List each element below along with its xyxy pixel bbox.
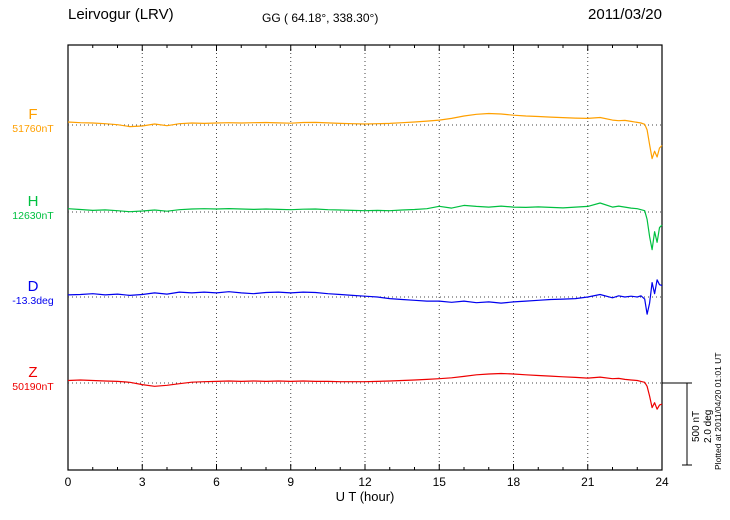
series-baseline-value-Z: 50190nT (12, 381, 54, 394)
series-letter-Z: Z (28, 364, 38, 381)
series-letter-D: D (27, 278, 39, 295)
plotted-at-label: Plotted at 2011/04/20 01:01 UT (713, 352, 723, 470)
series-baseline-value-H: 12630nT (12, 210, 54, 223)
x-tick-label: 9 (287, 475, 294, 489)
x-tick-label: 15 (433, 475, 447, 489)
x-tick-label: 24 (655, 475, 669, 489)
x-tick-label: 0 (65, 475, 72, 489)
x-tick-label: 12 (358, 475, 372, 489)
series-letter-F: F (28, 106, 38, 123)
trace-Z (67, 372, 663, 410)
trace-F (67, 112, 663, 160)
x-tick-label: 6 (213, 475, 220, 489)
x-tick-label: 3 (139, 475, 146, 489)
series-label-F: F 51760nT (4, 106, 62, 135)
series-baseline-value-D: -13.3deg (12, 295, 54, 308)
plot-date: 2011/03/20 (588, 6, 662, 23)
x-tick-label: 21 (581, 475, 595, 489)
series-letter-H: H (27, 193, 39, 210)
trace-D (67, 279, 663, 315)
geographic-coordinates: GG ( 64.18°, 338.30°) (262, 11, 379, 25)
scale-nt-label: 500 nT (691, 410, 702, 442)
trace-H (67, 202, 663, 251)
series-label-Z: Z 50190nT (4, 364, 62, 393)
station-title: Leirvogur (LRV) (68, 6, 174, 23)
scale-bar-labels: 500 nT 2.0 deg (691, 386, 715, 466)
x-tick-label: 18 (507, 475, 521, 489)
x-axis-label: U T (hour) (335, 489, 395, 504)
series-baseline-value-F: 51760nT (12, 123, 54, 136)
series-label-H: H 12630nT (4, 193, 62, 222)
series-label-D: D -13.3deg (4, 278, 62, 307)
